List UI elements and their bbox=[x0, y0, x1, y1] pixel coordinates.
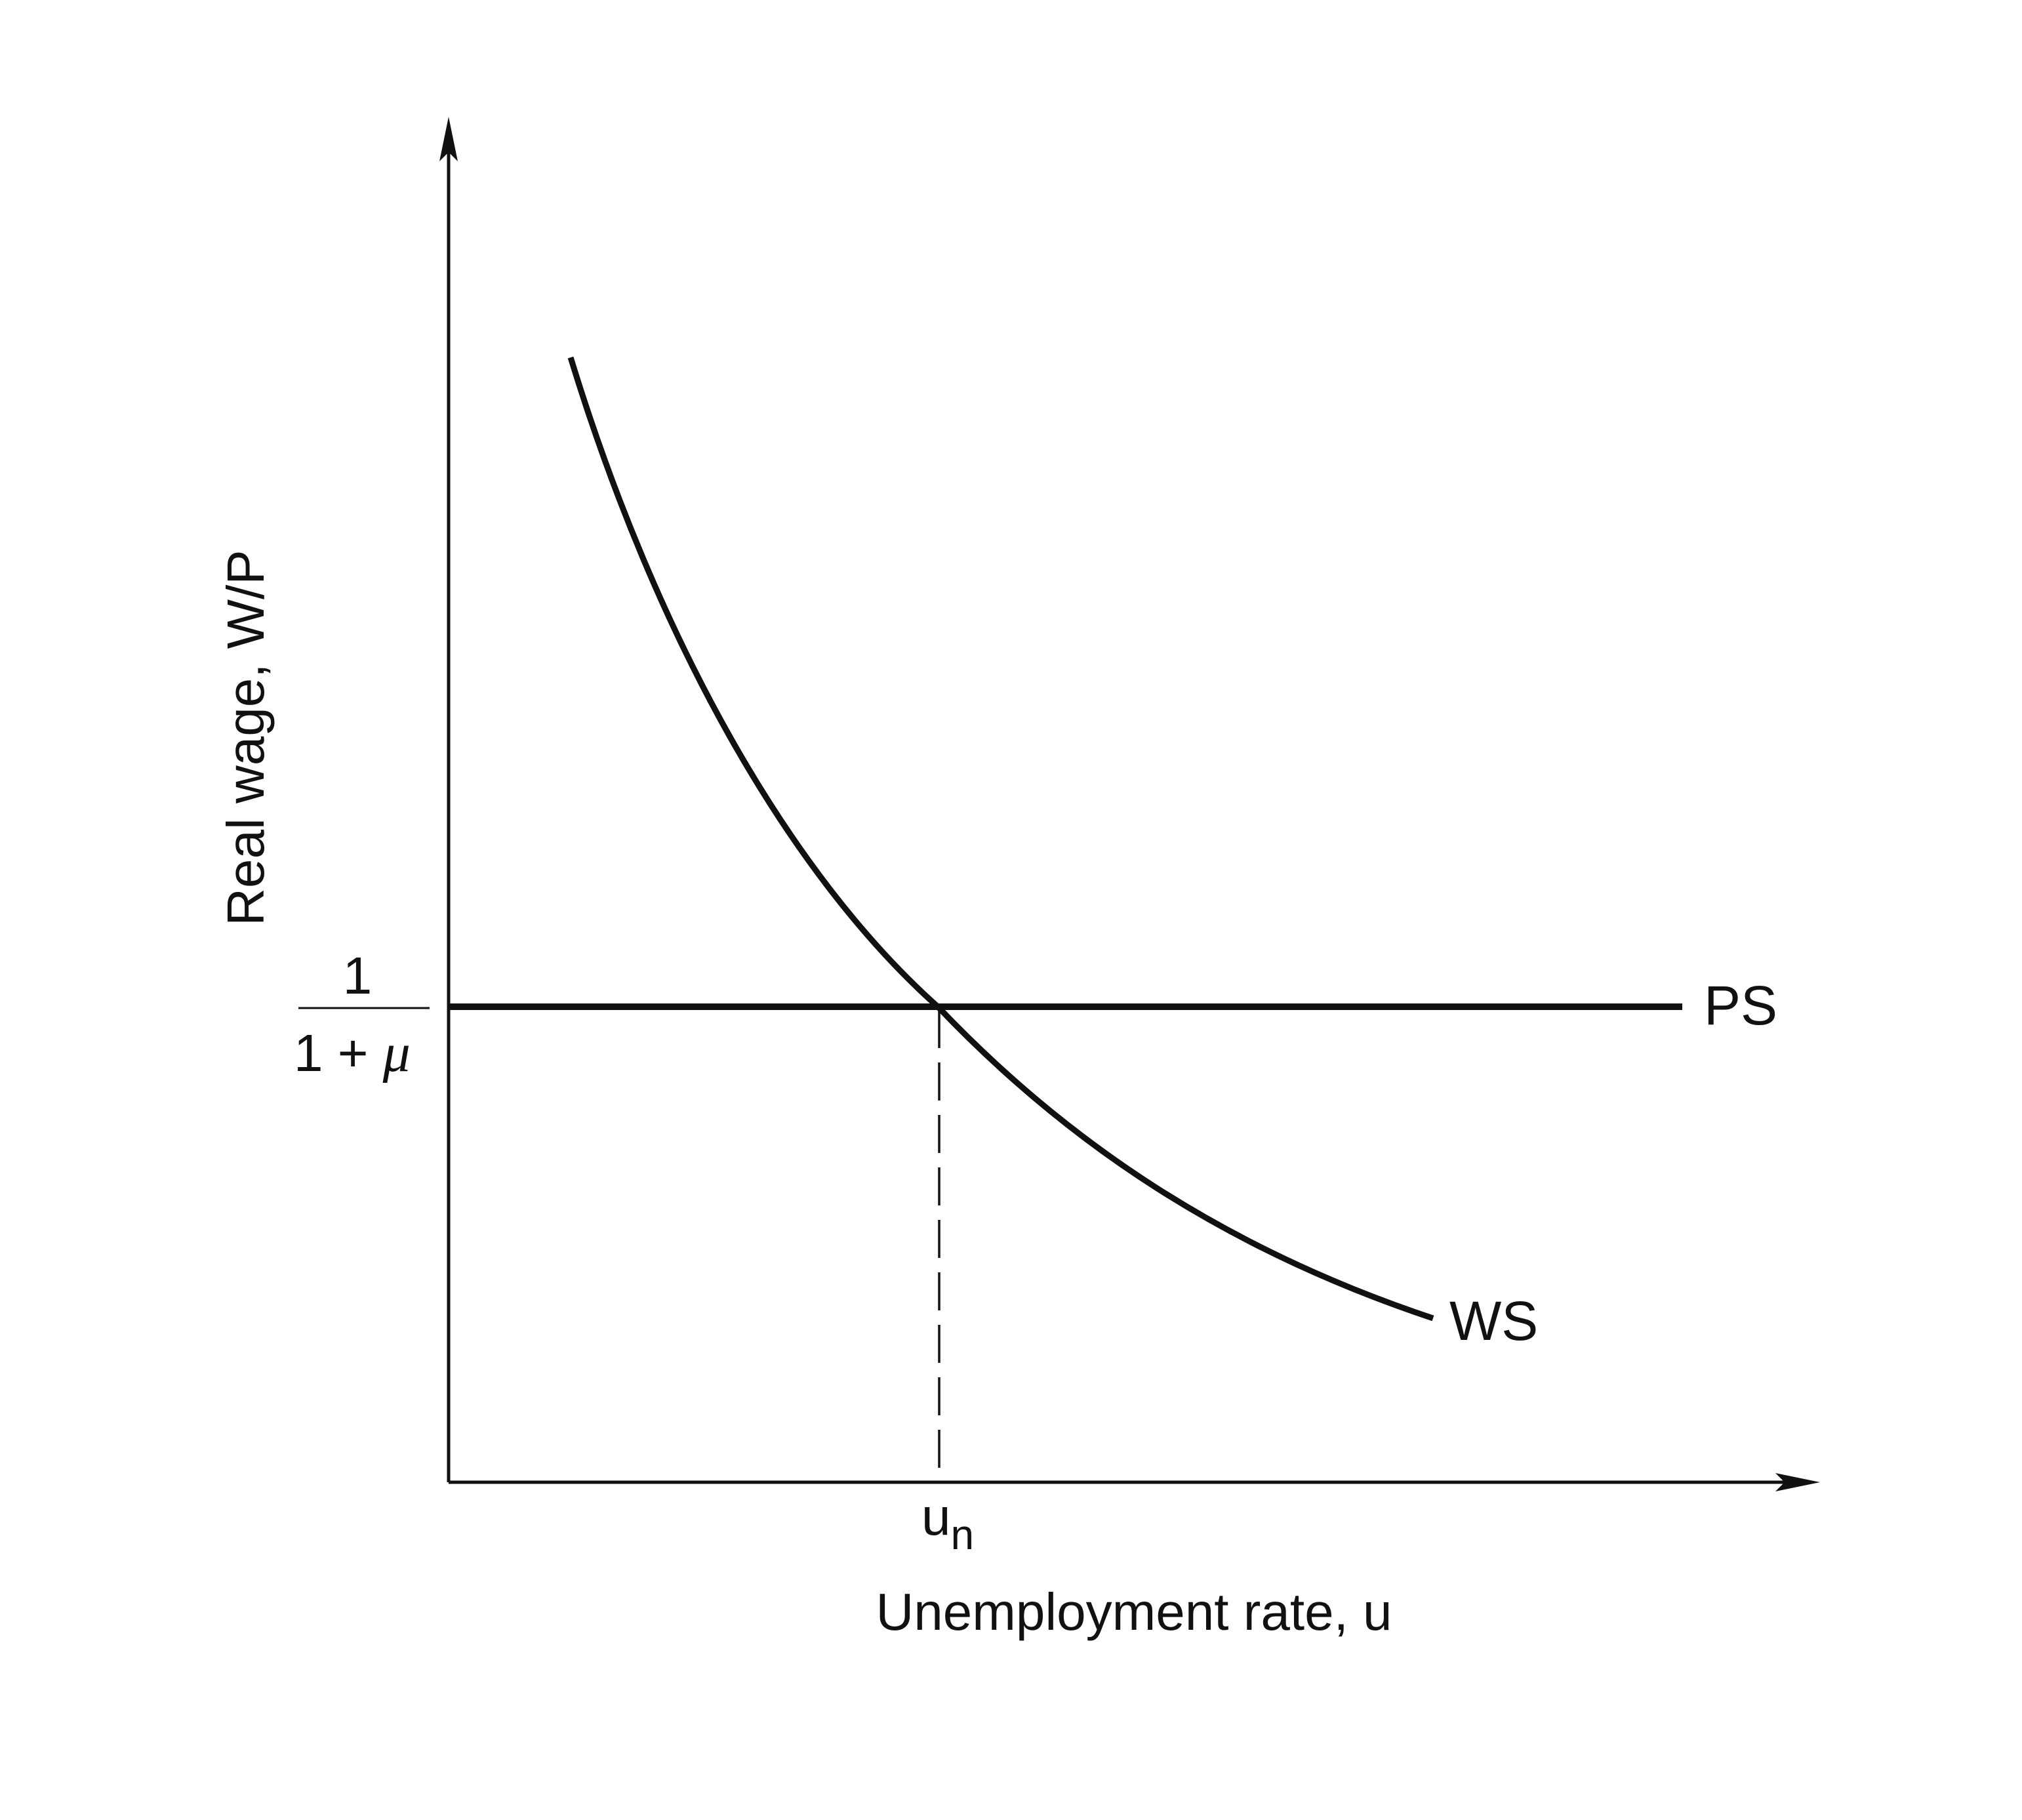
un-marker-base: u bbox=[921, 1487, 951, 1546]
un-marker-subscript: n bbox=[951, 1511, 975, 1558]
un-marker: un bbox=[921, 1487, 974, 1558]
y-marker-numerator: 1 bbox=[343, 946, 373, 1005]
y-axis-arrowhead bbox=[439, 117, 458, 161]
y-marker-denominator-prefix: 1 + bbox=[294, 1024, 383, 1082]
ws-curve bbox=[567, 356, 1434, 1322]
x-axis-arrowhead bbox=[1775, 1473, 1820, 1491]
ws-label: WS bbox=[1449, 1290, 1538, 1352]
y-marker-denominator: 1 + μ bbox=[294, 1022, 411, 1083]
y-axis-label: Real wage, W/P bbox=[216, 550, 275, 926]
y-marker-mu-symbol: μ bbox=[382, 1022, 411, 1083]
x-axis-label: Unemployment rate, u bbox=[876, 1583, 1392, 1641]
ps-label: PS bbox=[1704, 975, 1777, 1036]
